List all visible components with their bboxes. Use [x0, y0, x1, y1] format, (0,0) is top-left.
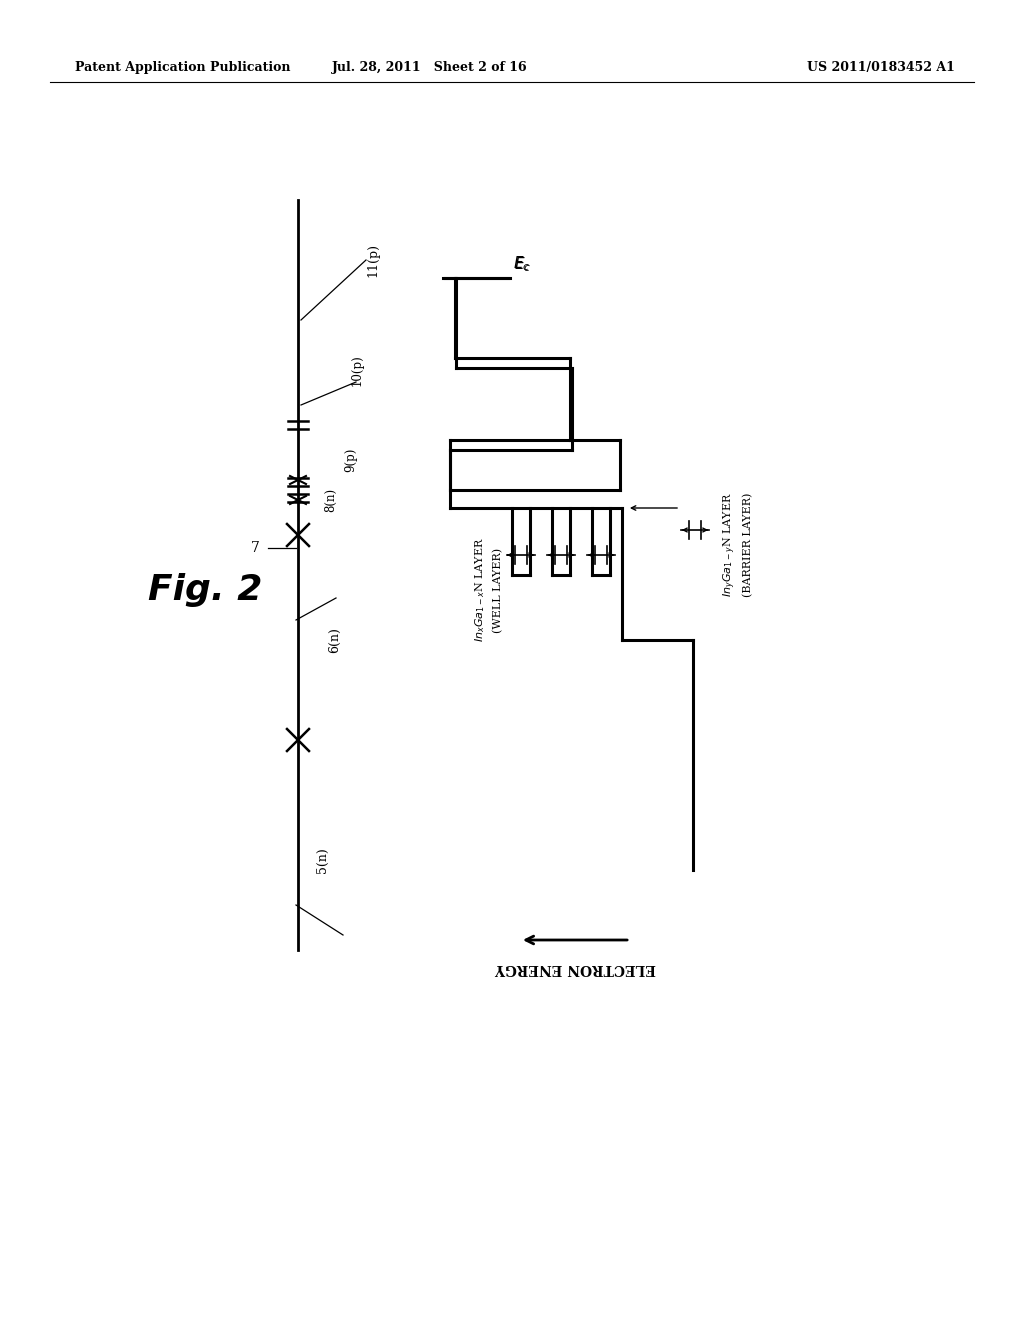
- Text: (WELL LAYER): (WELL LAYER): [493, 548, 503, 632]
- Text: 11(p): 11(p): [366, 243, 379, 277]
- Text: 6(n): 6(n): [328, 627, 341, 653]
- Text: 10(p): 10(p): [351, 354, 364, 385]
- Text: ELECTRON ENERGY: ELECTRON ENERGY: [495, 961, 655, 975]
- Text: Jul. 28, 2011   Sheet 2 of 16: Jul. 28, 2011 Sheet 2 of 16: [332, 62, 527, 74]
- Text: $In_xGa_{1-x}$N LAYER: $In_xGa_{1-x}$N LAYER: [473, 537, 486, 643]
- Text: 9(p): 9(p): [344, 447, 357, 473]
- Text: Fig. 2: Fig. 2: [148, 573, 262, 607]
- Text: 8(n): 8(n): [324, 488, 337, 512]
- Text: 5(n): 5(n): [316, 847, 329, 873]
- Text: 7: 7: [251, 541, 260, 554]
- Text: Patent Application Publication: Patent Application Publication: [75, 62, 291, 74]
- Text: US 2011/0183452 A1: US 2011/0183452 A1: [807, 62, 955, 74]
- Text: (BARRIER LAYER): (BARRIER LAYER): [742, 492, 754, 597]
- Text: $In_yGa_{1-y}$N LAYER: $In_yGa_{1-y}$N LAYER: [722, 492, 738, 598]
- Text: $E_c$: $E_c$: [514, 255, 531, 275]
- Text: $E_c$: $E_c$: [513, 255, 530, 273]
